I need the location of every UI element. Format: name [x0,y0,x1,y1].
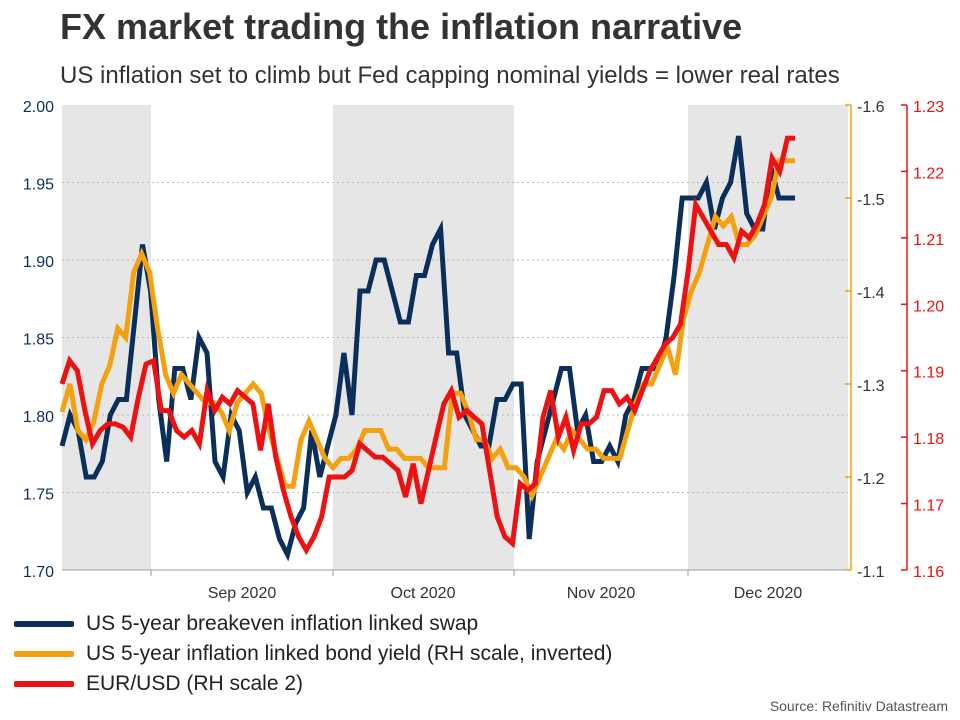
legend-label-swap: US 5-year breakeven inflation linked swa… [86,612,479,635]
chart-title: FX market trading the inflation narrativ… [60,6,743,47]
series-line-swap [59,135,795,562]
right1-axis-tick-label: -1.4 [857,285,885,302]
x-axis-tick-label: Oct 2020 [391,585,456,602]
left-axis-tick-label: 1.75 [23,487,54,504]
legend-item-eurusd: EUR/USD (RH scale 2) [14,669,612,699]
right1-axis-tick-label: -1.2 [857,471,885,488]
left-axis-tick-label: 2.00 [23,99,54,116]
right1-axis-tick-label: -1.5 [857,192,885,209]
chart-subtitle: US inflation set to climb but Fed cappin… [60,62,840,89]
right2-axis-tick-label: 1.19 [913,365,944,382]
legend-swatch-eurusd [14,681,74,687]
x-axis-tick-label: Nov 2020 [567,585,636,602]
grid-lines [62,182,848,493]
legend-swatch-swap [14,621,74,627]
right2-axis-tick-label: 1.18 [913,431,944,448]
left-axis-tick-label: 1.70 [23,564,54,581]
source-note: Source: Refinitiv Datastream [769,698,948,714]
x-axis-tick-label: Sep 2020 [208,585,277,602]
legend-label-eurusd: EUR/USD (RH scale 2) [86,672,304,695]
legend-label-bond-yield: US 5-year inflation linked bond yield (R… [86,642,613,665]
series-line-eurusd [59,135,795,556]
legend-item-bond-yield: US 5-year inflation linked bond yield (R… [14,639,612,669]
left-axis-tick-label: 1.90 [23,254,54,271]
series-lines [59,135,795,562]
right2-axis-tick-label: 1.22 [913,165,944,182]
left-axis-tick-label: 1.80 [23,409,54,426]
legend-item-swap: US 5-year breakeven inflation linked swa… [14,609,612,639]
right1-axis-tick-label: -1.1 [857,564,885,581]
right2-axis-tick-label: 1.17 [913,498,944,515]
right2-axis-tick-label: 1.23 [913,99,944,116]
right2-axis-tick-label: 1.20 [913,298,944,315]
legend: US 5-year breakeven inflation linked swa… [14,609,612,699]
shaded-band-0 [62,105,151,570]
left-axis-tick-label: 1.85 [23,332,54,349]
right1-axis-tick-label: -1.6 [857,99,885,116]
right2-axis-tick-label: 1.21 [913,232,944,249]
right1-axis-tick-label: -1.3 [857,378,885,395]
x-axis-tick-label: Dec 2020 [734,585,803,602]
axes: 1.70 1.75 1.80 1.85 1.90 1.95 2.00 Sep 2020 Oct … [23,99,944,602]
right2-axis-tick-label: 1.16 [913,564,944,581]
left-axis-tick-label: 1.95 [23,177,54,194]
legend-swatch-bond-yield [14,651,74,657]
